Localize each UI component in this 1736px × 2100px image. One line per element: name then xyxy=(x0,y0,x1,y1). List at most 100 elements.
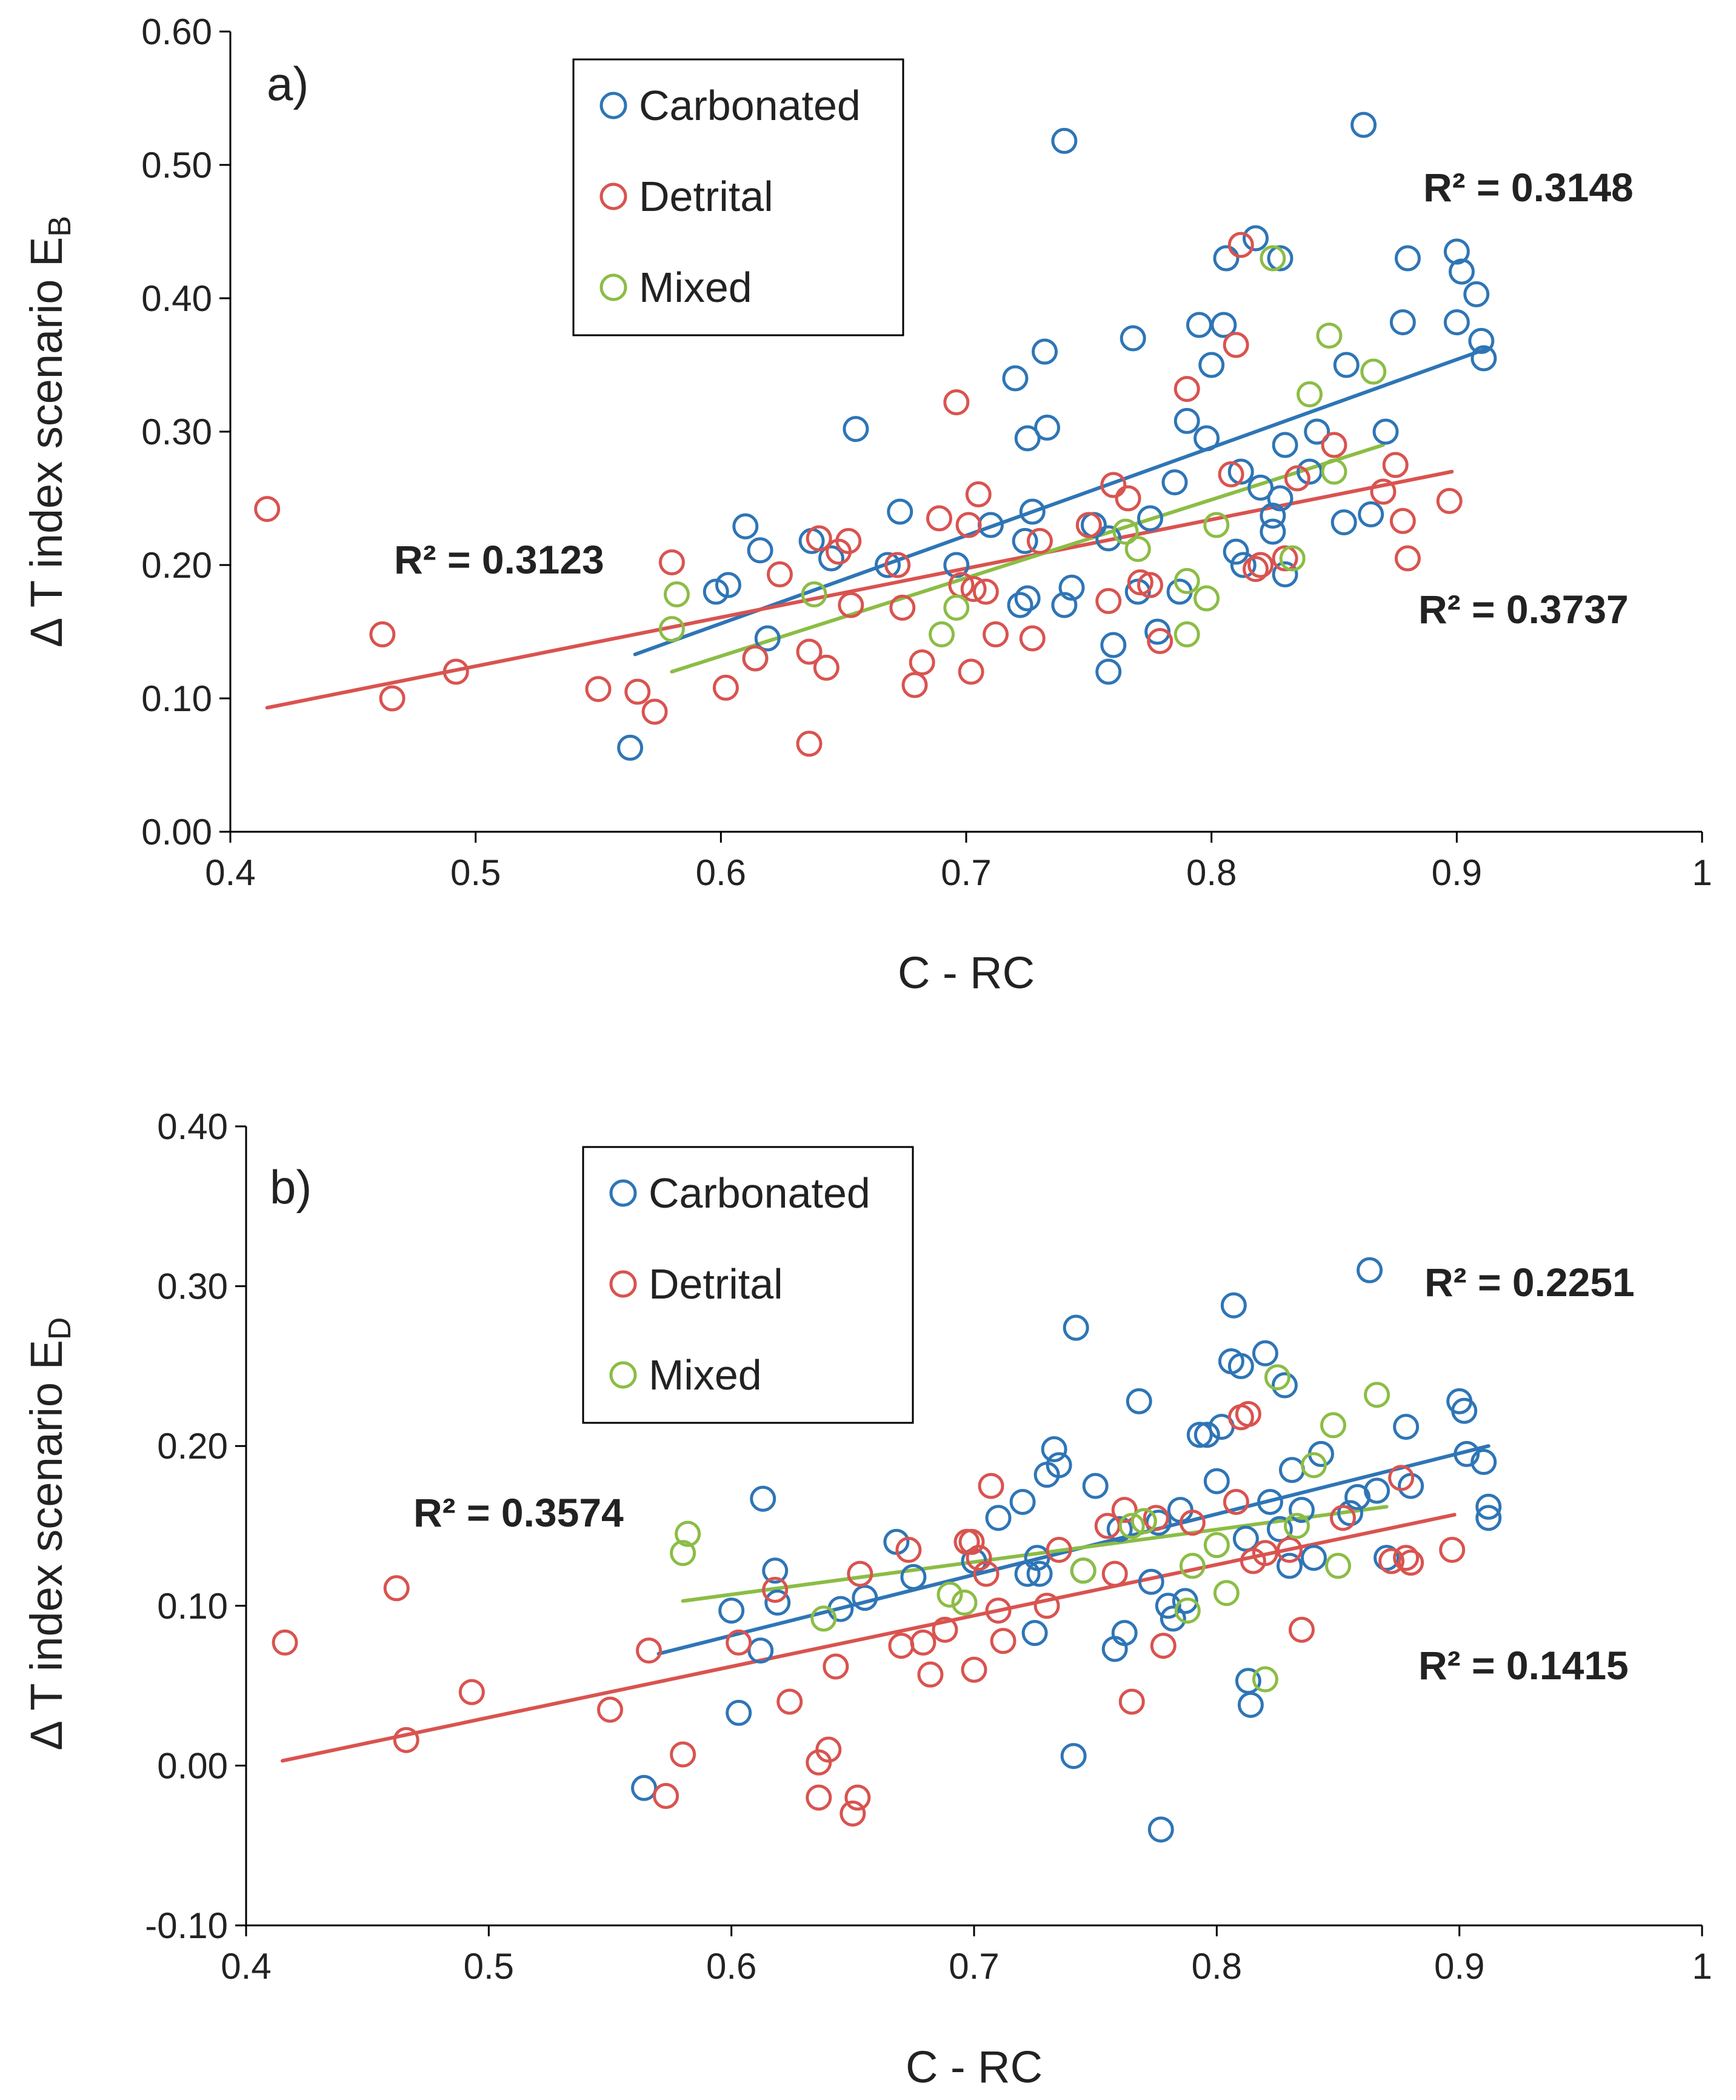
point-detrital xyxy=(960,576,987,603)
point-carbonated xyxy=(1014,425,1041,452)
point-carbonated xyxy=(703,578,729,605)
point-carbonated xyxy=(1475,1493,1502,1520)
point-carbonated xyxy=(852,1585,878,1611)
point-mixed xyxy=(1325,1553,1351,1579)
point-carbonated xyxy=(1288,1497,1315,1523)
x-tick-label: 0.8 xyxy=(1192,1946,1242,1987)
point-carbonated xyxy=(1237,1691,1264,1718)
chart-panel-b: 0.4 0.5 0.6 0.7 0.8 0.9 1 -0.10 0.00 0.10 0.20 0.30… xyxy=(21,1106,1712,2092)
point-detrital xyxy=(1026,527,1053,554)
trendline-detrital xyxy=(281,1513,1457,1763)
point-carbonated xyxy=(875,552,901,578)
point-detrital xyxy=(1095,587,1122,614)
point-carbonated xyxy=(1120,325,1146,352)
point-detrital xyxy=(1143,1505,1169,1531)
x-tick-label: 1 xyxy=(1692,1946,1712,1987)
point-detrital xyxy=(442,658,469,685)
y-tick-label: 0.60 xyxy=(141,12,212,52)
point-carbonated xyxy=(1138,1568,1164,1595)
point-mixed xyxy=(663,581,690,607)
point-detrital xyxy=(1046,1537,1072,1563)
point-detrital xyxy=(597,1696,623,1723)
y-axis-title: Δ T index scenario ED xyxy=(21,1317,78,1751)
point-detrital xyxy=(983,621,1009,647)
point-detrital xyxy=(958,658,984,685)
point-mixed xyxy=(1252,1666,1278,1693)
point-mixed xyxy=(670,1540,696,1567)
point-carbonated xyxy=(1041,1436,1067,1462)
point-detrital xyxy=(823,1653,849,1680)
point-detrital xyxy=(383,1575,410,1602)
point-carbonated xyxy=(1203,1468,1230,1494)
point-detrital xyxy=(806,525,832,552)
y-tick-label: 0.10 xyxy=(157,1586,228,1627)
point-carbonated xyxy=(985,1505,1012,1531)
point-detrital xyxy=(910,1629,936,1656)
x-tick-label: 0.7 xyxy=(949,1946,999,1987)
point-carbonated xyxy=(1126,1388,1152,1414)
point-carbonated xyxy=(1330,509,1357,536)
point-detrital xyxy=(835,527,862,554)
point-detrital xyxy=(624,678,651,705)
point-detrital xyxy=(670,1741,696,1768)
point-carbonated xyxy=(1267,485,1294,512)
point-detrital xyxy=(813,654,840,681)
point-detrital xyxy=(990,1628,1017,1654)
point-detrital xyxy=(1147,627,1173,654)
x-axis-title: C - RC xyxy=(906,2042,1043,2092)
point-carbonated xyxy=(1337,1500,1364,1527)
point-mixed xyxy=(1213,1580,1240,1607)
point-detrital xyxy=(1388,1465,1415,1491)
point-carbonated xyxy=(1063,1314,1089,1341)
panel-label: a) xyxy=(267,57,309,110)
r2-label-carbonated: R² = 0.2251 xyxy=(1424,1260,1635,1305)
point-carbonated xyxy=(1147,1816,1174,1843)
legend-label-mixed: Mixed xyxy=(639,264,752,311)
r2-label-mixed: R² = 0.1415 xyxy=(1418,1643,1629,1688)
point-detrital xyxy=(742,645,769,672)
point-carbonated xyxy=(1304,418,1330,445)
point-detrital xyxy=(379,685,406,712)
y-tick-label: 0.30 xyxy=(157,1266,228,1307)
point-mixed xyxy=(1203,512,1230,538)
point-detrital xyxy=(1150,1633,1177,1659)
x-tick-label: 1 xyxy=(1692,852,1712,893)
point-detrital xyxy=(961,1656,987,1683)
point-carbonated xyxy=(1106,1516,1133,1542)
point-mixed xyxy=(1173,621,1200,647)
x-tick-label: 0.6 xyxy=(706,1946,756,1987)
point-carbonated xyxy=(1333,352,1360,378)
panel-label: b) xyxy=(270,1160,312,1214)
point-carbonated xyxy=(843,416,869,443)
point-carbonated xyxy=(1272,432,1298,458)
point-mixed xyxy=(936,1581,963,1608)
point-detrital xyxy=(1235,1400,1261,1427)
point-detrital xyxy=(658,549,685,576)
point-mixed xyxy=(1173,567,1200,594)
point-carbonated xyxy=(1095,658,1122,685)
point-carbonated xyxy=(1350,112,1377,138)
point-carbonated xyxy=(1389,309,1416,336)
legend-label-mixed: Mixed xyxy=(649,1351,762,1399)
point-carbonated xyxy=(1186,1422,1213,1448)
point-detrital xyxy=(1111,1497,1138,1523)
point-detrital xyxy=(1179,1510,1206,1536)
point-detrital xyxy=(1075,512,1102,538)
point-detrital xyxy=(1389,507,1416,534)
point-carbonated xyxy=(1060,1743,1087,1770)
point-detrital xyxy=(1398,1550,1424,1576)
point-carbonated xyxy=(1111,1620,1138,1647)
point-carbonated xyxy=(1194,425,1220,452)
point-carbonated xyxy=(1357,1257,1383,1283)
point-detrital xyxy=(712,674,739,701)
r2-label-mixed: R² = 0.3737 xyxy=(1418,587,1629,632)
point-carbonated xyxy=(1272,561,1298,587)
point-detrital xyxy=(369,621,396,647)
point-carbonated xyxy=(1026,1560,1053,1587)
y-axis-title: Δ T index scenario EB xyxy=(21,216,78,647)
point-detrital xyxy=(1173,376,1200,403)
point-carbonated xyxy=(715,572,741,598)
point-mixed xyxy=(1264,1364,1290,1391)
point-detrital xyxy=(972,578,999,605)
y-tick-label: 0.40 xyxy=(157,1106,228,1147)
